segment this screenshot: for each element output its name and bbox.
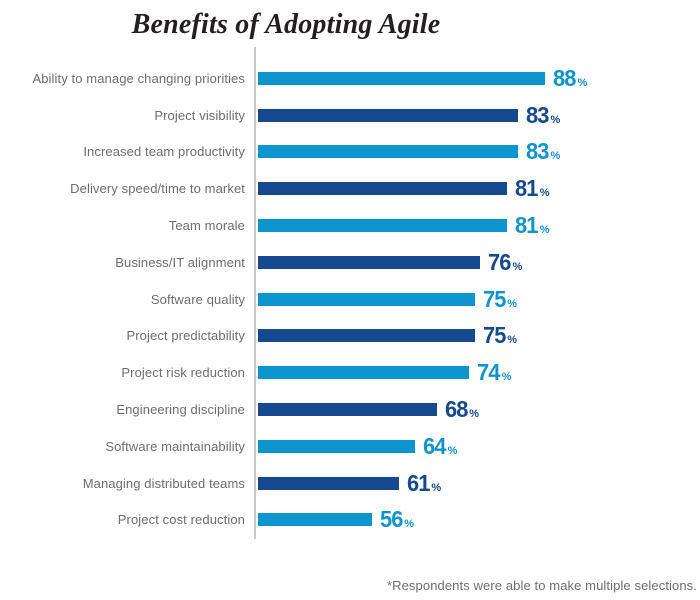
bar	[258, 513, 372, 527]
bar-area: 83%	[258, 102, 560, 129]
value-number: 76	[488, 248, 511, 275]
bar	[258, 219, 508, 233]
chart-row: Software maintainability 64%	[0, 428, 700, 465]
bar	[258, 329, 475, 343]
bar	[258, 145, 518, 159]
chart-title: Benefits of Adopting Agile	[131, 9, 441, 40]
bar-area: 88%	[258, 65, 587, 92]
bar-area: 81%	[258, 212, 549, 239]
value-label: 83%	[526, 138, 560, 165]
chart-row: Project cost reduction 56%	[0, 502, 700, 539]
category-label: Engineering discipline	[116, 402, 245, 418]
bar	[258, 366, 470, 380]
axis-line	[254, 47, 256, 539]
percent-sign: %	[550, 150, 561, 163]
value-number: 75	[482, 285, 506, 312]
category-label: Team morale	[168, 218, 245, 234]
value-label: 88%	[553, 65, 587, 92]
percent-sign: %	[539, 187, 550, 200]
category-label: Software maintainability	[105, 438, 245, 454]
chart-row: Engineering discipline 68%	[0, 391, 700, 428]
value-label: 81%	[515, 175, 549, 202]
value-label: 75%	[483, 286, 517, 313]
value-number: 83	[525, 101, 549, 128]
chart-row: Project visibility 83%	[0, 97, 700, 134]
bar-area: 75%	[258, 286, 517, 313]
chart-row: Project predictability 75%	[0, 318, 700, 355]
percent-sign: %	[501, 371, 512, 384]
value-number: 75	[482, 322, 506, 349]
category-label: Project cost reduction	[117, 512, 245, 528]
value-label: 61%	[407, 470, 441, 497]
bar-area: 81%	[258, 175, 549, 202]
percent-sign: %	[447, 444, 458, 457]
value-label: 68%	[445, 396, 479, 423]
bar-area: 68%	[258, 396, 479, 423]
percent-sign: %	[507, 334, 517, 347]
category-label: Software quality	[150, 291, 245, 307]
value-label: 74%	[477, 359, 511, 386]
chart-row: Software quality 75%	[0, 281, 700, 318]
value-label: 81%	[515, 212, 549, 239]
bar-area: 83%	[258, 138, 560, 165]
percent-sign: %	[469, 408, 480, 421]
percent-sign: %	[539, 224, 550, 237]
chart-row: Increased team productivity 83%	[0, 134, 700, 171]
chart-row: Delivery speed/time to market 81%	[0, 170, 700, 207]
value-number: 64	[423, 432, 446, 459]
category-label: Delivery speed/time to market	[70, 181, 245, 197]
chart-row: Ability to manage changing priorities 88%	[0, 60, 700, 97]
value-label: 83%	[526, 102, 560, 129]
bar-area: 76%	[258, 249, 522, 276]
category-label: Project visibility	[154, 107, 245, 123]
value-number: 83	[525, 138, 549, 165]
value-number: 61	[406, 469, 430, 496]
value-number: 81	[515, 212, 538, 239]
category-label: Project risk reduction	[121, 365, 245, 381]
value-number: 88	[553, 64, 576, 91]
bar	[258, 292, 475, 306]
category-label: Business/IT alignment	[115, 254, 245, 270]
value-label: 75%	[483, 322, 517, 349]
value-number: 68	[444, 396, 468, 423]
chart-row: Team morale 81%	[0, 207, 700, 244]
bar	[258, 255, 480, 269]
chart-row: Managing distributed teams 61%	[0, 465, 700, 502]
percent-sign: %	[550, 113, 561, 126]
bar	[258, 403, 437, 417]
bar	[258, 439, 415, 453]
bar-area: 56%	[258, 506, 414, 533]
bar-area: 75%	[258, 322, 517, 349]
percent-sign: %	[512, 260, 523, 273]
category-label: Increased team productivity	[83, 144, 245, 160]
percent-sign: %	[577, 76, 588, 89]
chart-row: Project risk reduction 74%	[0, 354, 700, 391]
category-label: Project predictability	[126, 328, 245, 344]
percent-sign: %	[431, 481, 442, 494]
bar	[258, 71, 545, 85]
footnote: *Respondents were able to make multiple …	[386, 578, 697, 593]
value-label: 56%	[380, 506, 414, 533]
chart-rows: Ability to manage changing priorities 88%…	[0, 60, 700, 538]
percent-sign: %	[507, 297, 517, 310]
category-label: Ability to manage changing priorities	[32, 70, 245, 86]
bar	[258, 108, 518, 122]
bar-area: 61%	[258, 470, 441, 497]
bar-area: 74%	[258, 359, 512, 386]
chart-row: Business/IT alignment 76%	[0, 244, 700, 281]
value-number: 56	[379, 506, 403, 533]
value-label: 76%	[488, 249, 522, 276]
value-number: 74	[477, 359, 500, 386]
bar-area: 64%	[258, 433, 457, 460]
value-label: 64%	[423, 433, 457, 460]
category-label: Managing distributed teams	[82, 475, 245, 491]
percent-sign: %	[404, 518, 415, 531]
bar	[258, 182, 508, 196]
value-number: 81	[515, 175, 538, 202]
bar	[258, 476, 399, 490]
